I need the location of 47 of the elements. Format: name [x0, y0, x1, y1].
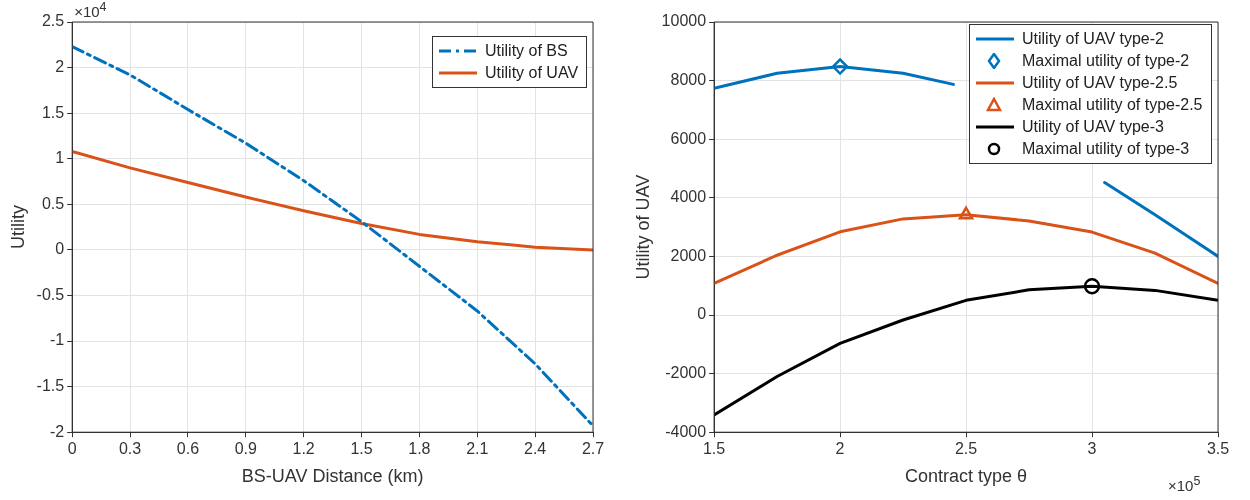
legend-label: Utility of UAV type-2.5: [1022, 74, 1178, 92]
y-tick-label: -2000: [665, 364, 707, 382]
x-axis-title: BS-UAV Distance (km): [241, 466, 424, 487]
x-tick-label: 1.5: [350, 440, 373, 458]
x-tick-label: 2.5: [954, 440, 978, 458]
y-tick-label: -2: [49, 422, 65, 440]
x-tick-label: 3: [1087, 440, 1097, 458]
y-tick-label: 10000: [661, 12, 707, 30]
legend-label: Utility of UAV type-3: [1022, 118, 1164, 136]
y-tick-label: 1: [55, 149, 65, 167]
legend-label: Utility of BS: [485, 42, 568, 60]
y-tick-label: 4000: [670, 188, 707, 206]
legend-label: Maximal utility of type-2.5: [1022, 96, 1203, 114]
x-tick-label: 2.4: [524, 440, 547, 458]
x-tick-label: 0.6: [176, 440, 200, 458]
y-tick-label: 2: [55, 57, 65, 75]
x-tick-label: 0.9: [234, 440, 257, 458]
x-tick-label: 2.7: [581, 440, 605, 458]
y-tick-label: 2000: [670, 246, 707, 264]
x-tick-label: 3.5: [1206, 440, 1230, 458]
x-tick-label: 2.1: [466, 440, 489, 458]
y-tick-label: -4000: [665, 422, 707, 440]
y-tick-label: -0.5: [36, 285, 65, 303]
x-tick-label: 1.5: [702, 440, 726, 458]
x-tick-label: 2: [835, 440, 845, 458]
y-tick-label: 0: [697, 305, 707, 323]
y-tick-label: 6000: [670, 129, 707, 147]
y-tick-label: -1: [49, 331, 65, 349]
text: ×10$^{4}$: [74, 0, 107, 20]
x-tick-label: 0.3: [118, 440, 142, 458]
x-tick-label: 1.8: [408, 440, 431, 458]
y-axis-title: Utility: [7, 205, 28, 250]
y-tick-label: 2.5: [41, 12, 65, 30]
y-tick-label: -1.5: [36, 377, 65, 395]
legend-label: Utility of UAV type-2: [1022, 30, 1164, 48]
x-axis-title: Contract type θ: [905, 466, 1028, 487]
text: ×10$^{5}$: [1168, 474, 1201, 495]
y-tick-label: 1.5: [41, 103, 65, 121]
legend-label: Utility of UAV: [485, 64, 579, 82]
x-tick-label: 0: [67, 440, 77, 458]
legend-label: Maximal utility of type-2: [1022, 52, 1190, 70]
legend-label: Maximal utility of type-3: [1022, 140, 1190, 158]
y-tick-label: 0.5: [41, 194, 65, 212]
y-axis-title: Utility of UAV: [632, 174, 653, 280]
x-tick-label: 1.2: [292, 440, 315, 458]
y-tick-label: 0: [55, 240, 65, 258]
y-tick-label: 8000: [670, 71, 707, 89]
